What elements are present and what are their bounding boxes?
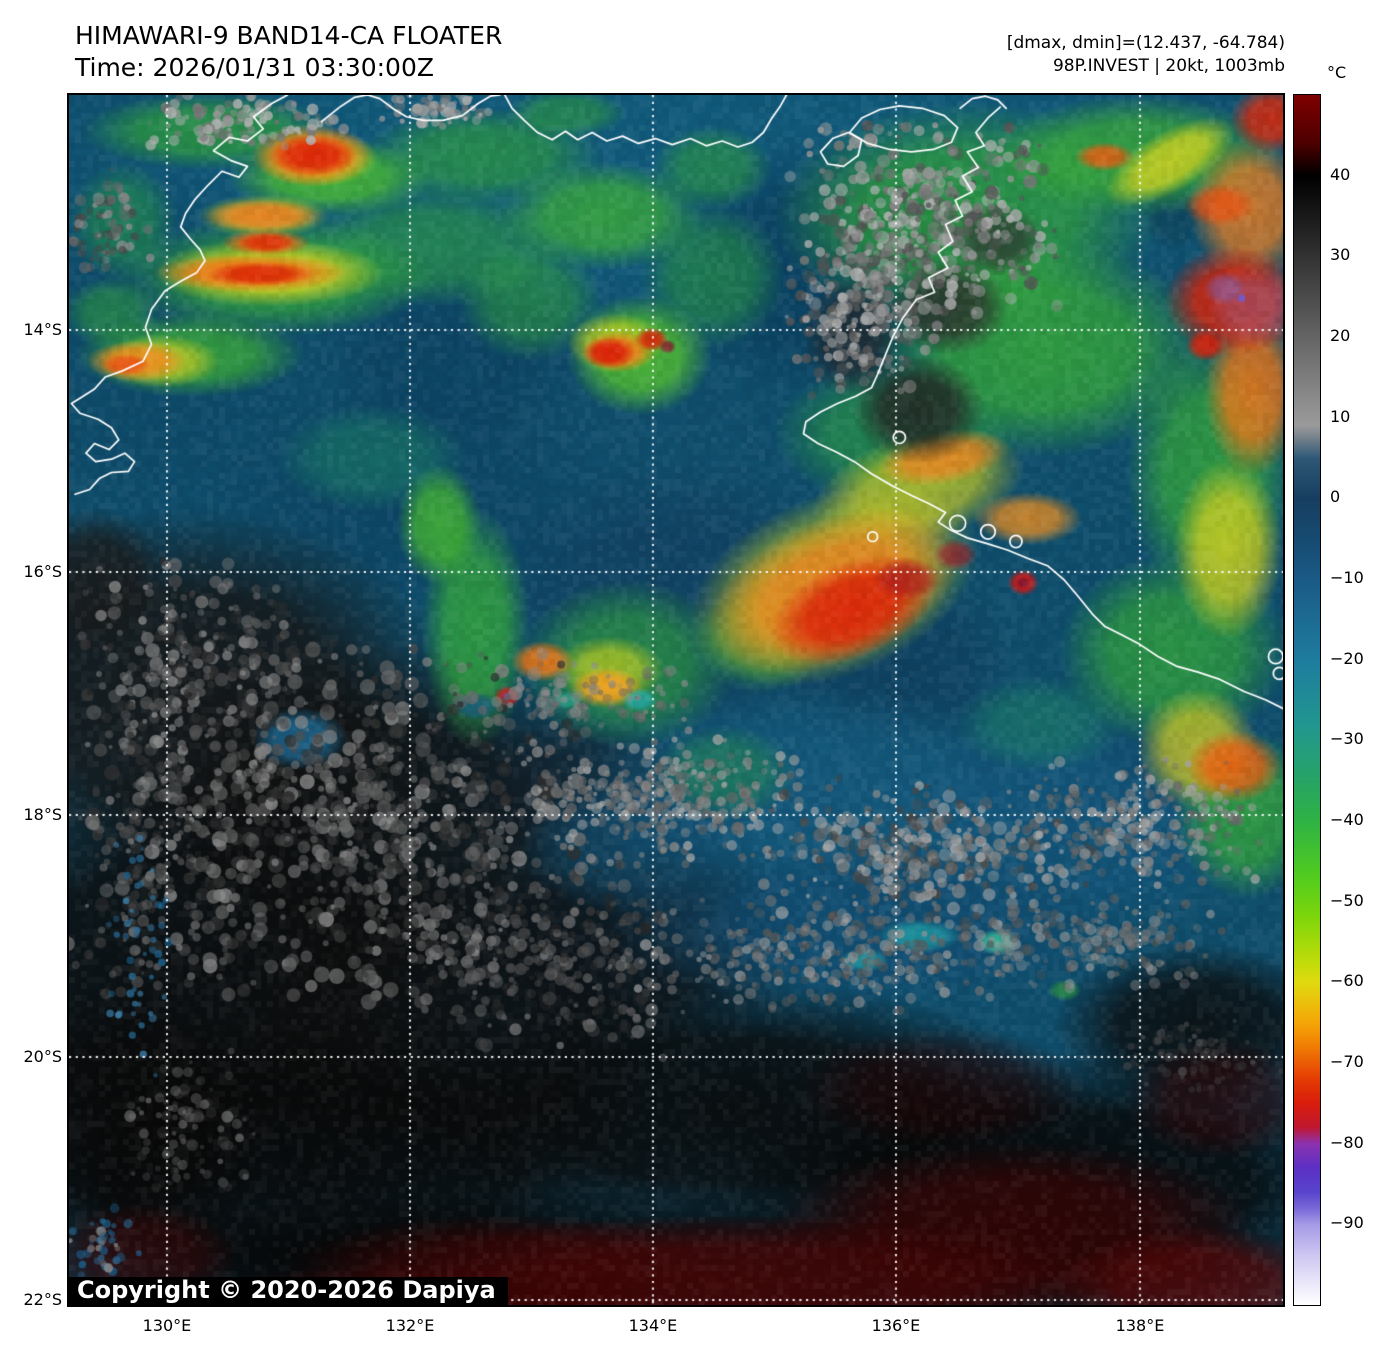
lon-tick-label: 134°E [628, 1316, 678, 1335]
colorbar-gradient [1294, 95, 1320, 1305]
lat-tick-label: 18°S [23, 804, 62, 824]
annotation-block: [dmax, dmin]=(12.437, -64.784) 98P.INVES… [1007, 32, 1285, 78]
storm-annotation: 98P.INVEST | 20kt, 1003mb [1052, 56, 1285, 76]
colorbar-tick-label: −10 [1330, 568, 1364, 587]
title-block: HIMAWARI-9 BAND14-CA FLOATER Time: 2026/… [75, 20, 502, 84]
colorbar-tick-label: −50 [1330, 890, 1364, 910]
lat-tick-label: 20°S [23, 1047, 62, 1067]
colorbar-tick-label: 30 [1330, 245, 1351, 265]
colorbar-tick-label: −40 [1330, 810, 1364, 829]
colorbar-tick-label: 10 [1330, 406, 1351, 426]
colorbar-tick-label: −30 [1330, 729, 1364, 749]
colorbar-tick-label: 20 [1330, 326, 1351, 345]
colorbar-tick-label: 40 [1330, 164, 1351, 184]
lon-tick-label: 130°E [142, 1316, 192, 1335]
colorbar-tick-label: −90 [1330, 1213, 1364, 1233]
copyright-watermark: Copyright © 2020-2026 Dapiya [69, 1277, 508, 1305]
page-title: HIMAWARI-9 BAND14-CA FLOATER [75, 21, 503, 50]
satellite-map: Copyright © 2020-2026 Dapiya [67, 93, 1285, 1307]
lon-tick-label: 138°E [1115, 1316, 1165, 1335]
lat-tick-label: 22°S [23, 1290, 62, 1310]
lat-tick-label: 16°S [23, 561, 62, 581]
dmax-dmin-annotation: [dmax, dmin]=(12.437, -64.784) [1006, 33, 1285, 53]
colorbar-tick-label: −60 [1330, 971, 1364, 991]
lat-tick-label: 14°S [23, 319, 62, 339]
colorbar-tick-label: −80 [1330, 1132, 1364, 1152]
page-subtitle-time: Time: 2026/01/31 03:30:00Z [75, 53, 434, 82]
lon-tick-label: 132°E [385, 1316, 435, 1335]
colorbar-unit-label: °C [1327, 63, 1347, 82]
colorbar-tick-label: 0 [1330, 487, 1341, 507]
satellite-imagery-canvas [69, 95, 1283, 1305]
colorbar-tick-label: −20 [1330, 648, 1364, 668]
lon-tick-label: 136°E [871, 1316, 921, 1335]
colorbar-tick-label: −70 [1330, 1052, 1364, 1071]
colorbar [1293, 94, 1321, 1306]
